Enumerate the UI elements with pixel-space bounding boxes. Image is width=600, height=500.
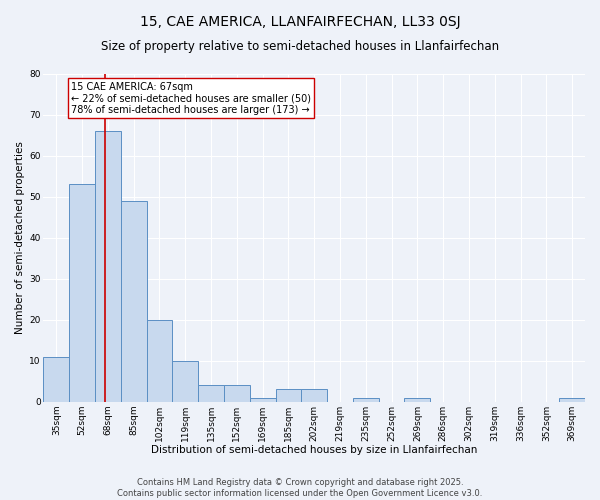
Text: Size of property relative to semi-detached houses in Llanfairfechan: Size of property relative to semi-detach… [101,40,499,53]
Bar [275,390,301,402]
Bar [121,200,146,402]
Text: 15, CAE AMERICA, LLANFAIRFECHAN, LL33 0SJ: 15, CAE AMERICA, LLANFAIRFECHAN, LL33 0S… [140,15,460,29]
Text: 15 CAE AMERICA: 67sqm
← 22% of semi-detached houses are smaller (50)
78% of semi: 15 CAE AMERICA: 67sqm ← 22% of semi-deta… [71,82,311,115]
Bar [146,320,172,402]
X-axis label: Distribution of semi-detached houses by size in Llanfairfechan: Distribution of semi-detached houses by … [151,445,478,455]
Y-axis label: Number of semi-detached properties: Number of semi-detached properties [15,141,25,334]
Bar [224,386,250,402]
Bar [69,184,95,402]
Bar [250,398,275,402]
Bar [95,131,121,402]
Bar [353,398,379,402]
Bar [301,390,327,402]
Bar [404,398,430,402]
Text: Contains HM Land Registry data © Crown copyright and database right 2025.
Contai: Contains HM Land Registry data © Crown c… [118,478,482,498]
Bar [559,398,585,402]
Bar [43,356,69,402]
Bar [198,386,224,402]
Bar [172,360,198,402]
